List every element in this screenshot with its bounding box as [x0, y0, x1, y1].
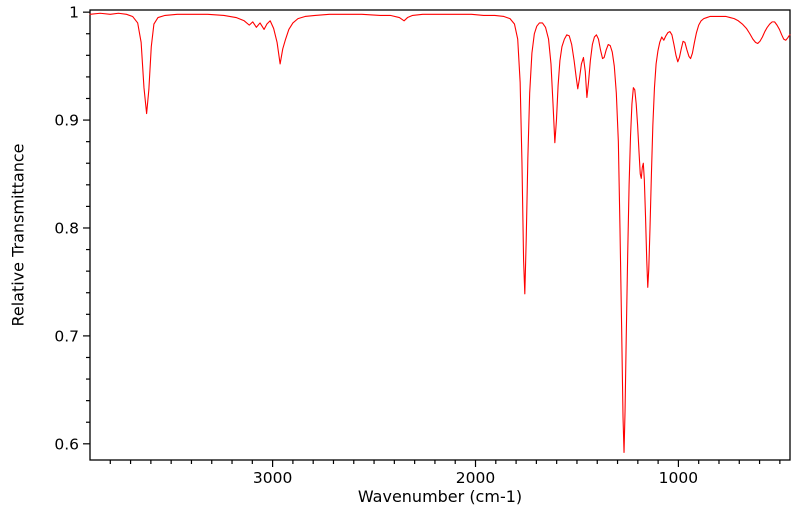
y-tick-label: 1	[69, 4, 79, 22]
y-axis-label: Relative Transmittance	[8, 143, 28, 327]
y-tick-label: 0.6	[54, 435, 79, 453]
x-tick-label: 3000	[253, 469, 292, 487]
axis-tick-labels: 3000 2000 1000 1 0.9 0.8 0.7 0.6	[54, 4, 698, 487]
y-tick-label: 0.8	[54, 219, 79, 237]
x-tick-label: 2000	[456, 469, 495, 487]
plot-border	[89, 9, 791, 461]
x-axis-label: Wavenumber (cm-1)	[357, 487, 523, 506]
y-tick-label: 0.9	[54, 112, 79, 130]
axis-ticks	[83, 11, 781, 467]
spectrum-line	[89, 12, 791, 454]
y-tick-label: 0.7	[54, 327, 79, 345]
x-tick-label: 1000	[659, 469, 698, 487]
